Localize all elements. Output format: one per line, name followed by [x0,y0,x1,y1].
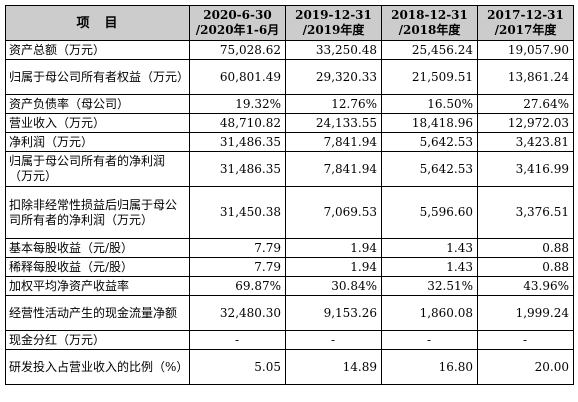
period-range: /2017年度 [494,23,557,37]
row-total-assets: 资产总额（万元） 75,028.62 33,250.48 25,456.24 1… [5,40,574,60]
cell-value: 5.05 [189,349,286,385]
period-date: 2020-6-30 [203,8,272,22]
row-revenue: 营业收入（万元） 48,710.82 24,133.55 18,418.96 1… [5,113,574,133]
row-label: 资产总额（万元） [5,40,190,60]
cell-value: 29,320.33 [285,59,382,95]
period-header-2018: 2018-12-31 /2018年度 [381,5,478,41]
period-header-2020h1: 2020-6-30 /2020年1-6月 [189,5,286,41]
cell-value: 7,841.94 [285,151,382,187]
cell-value: 13,861.24 [477,59,574,95]
row-rd-ratio: 研发投入占营业收入的比例（%） 5.05 14.89 16.80 20.00 [5,349,574,385]
cell-value: 27.64% [477,94,574,114]
cell-value: 48,710.82 [189,113,286,133]
row-diluted-eps: 稀释每股收益（元/股） 7.79 1.94 1.43 0.88 [5,257,574,277]
row-label: 基本每股收益（元/股） [5,238,190,258]
cell-value: 19,057.90 [477,40,574,60]
period-range: /2018年度 [398,23,461,37]
cell-value: 43.96% [477,276,574,296]
cell-value: - [189,330,286,350]
row-weighted-roe: 加权平均净资产收益率 69.87% 30.84% 32.51% 43.96% [5,276,574,296]
cell-value: 1.43 [381,238,478,258]
cell-value: 12.76% [285,94,382,114]
cell-value: 5,642.53 [381,151,478,187]
cell-value: 75,028.62 [189,40,286,60]
financial-indicators-table: 项 目 2020-6-30 /2020年1-6月 2019-12-31 /201… [5,5,574,385]
row-adjusted-net-profit: 扣除非经常性损益后归属于母公司所有者的净利润（万元） 31,450.38 7,0… [5,186,574,239]
cell-value: 19.32% [189,94,286,114]
cell-value: 7.79 [189,257,286,277]
cell-value: 24,133.55 [285,113,382,133]
row-label: 稀释每股收益（元/股） [5,257,190,277]
cell-value: 31,486.35 [189,151,286,187]
cell-value: 1.43 [381,257,478,277]
cell-value: 3,423.81 [477,132,574,152]
cell-value: 1,860.08 [381,295,478,331]
row-cash-dividend: 现金分红（万元） - - - - [5,330,574,350]
cell-value: 16.50% [381,94,478,114]
cell-value: 30.84% [285,276,382,296]
cell-value: 7.79 [189,238,286,258]
period-header-2017: 2017-12-31 /2017年度 [477,5,574,41]
cell-value: 12,972.03 [477,113,574,133]
row-label: 经营性活动产生的现金流量净额 [5,295,190,331]
cell-value: 1.94 [285,238,382,258]
item-column-header: 项 目 [5,5,190,41]
cell-value: 14.89 [285,349,382,385]
row-label: 扣除非经常性损益后归属于母公司所有者的净利润（万元） [5,186,190,239]
row-parent-equity: 归属于母公司所有者权益（万元） 60,801.49 29,320.33 21,5… [5,59,574,95]
cell-value: - [381,330,478,350]
period-date: 2019-12-31 [295,8,372,22]
row-parent-net-profit: 归属于母公司所有者的净利润（万元） 31,486.35 7,841.94 5,6… [5,151,574,187]
cell-value: 25,456.24 [381,40,478,60]
cell-value: 18,418.96 [381,113,478,133]
row-label: 归属于母公司所有者的净利润（万元） [5,151,190,187]
cell-value: 32.51% [381,276,478,296]
cell-value: 31,486.35 [189,132,286,152]
row-label: 净利润（万元） [5,132,190,152]
period-date: 2018-12-31 [391,8,468,22]
cell-value: 69.87% [189,276,286,296]
row-basic-eps: 基本每股收益（元/股） 7.79 1.94 1.43 0.88 [5,238,574,258]
period-range: /2019年度 [302,23,365,37]
row-label: 营业收入（万元） [5,113,190,133]
cell-value: 7,841.94 [285,132,382,152]
row-label: 归属于母公司所有者权益（万元） [5,59,190,95]
cell-value: 9,153.26 [285,295,382,331]
row-net-profit: 净利润（万元） 31,486.35 7,841.94 5,642.53 3,42… [5,132,574,152]
cell-value: 3,376.51 [477,186,574,239]
cell-value: 32,480.30 [189,295,286,331]
row-label: 研发投入占营业收入的比例（%） [5,349,190,385]
period-range: /2020年1-6月 [195,23,280,37]
cell-value: 5,596.60 [381,186,478,239]
period-date: 2017-12-31 [487,8,564,22]
row-label: 加权平均净资产收益率 [5,276,190,296]
cell-value: 20.00 [477,349,574,385]
row-label: 现金分红（万元） [5,330,190,350]
cell-value: 3,416.99 [477,151,574,187]
row-label: 资产负债率（母公司） [5,94,190,114]
cell-value: - [285,330,382,350]
cell-value: 7,069.53 [285,186,382,239]
cell-value: 1,999.24 [477,295,574,331]
cell-value: 0.88 [477,257,574,277]
period-header-2019: 2019-12-31 /2019年度 [285,5,382,41]
cell-value: 21,509.51 [381,59,478,95]
row-debt-ratio: 资产负债率（母公司） 19.32% 12.76% 16.50% 27.64% [5,94,574,114]
row-operating-cash-flow: 经营性活动产生的现金流量净额 32,480.30 9,153.26 1,860.… [5,295,574,331]
cell-value: 60,801.49 [189,59,286,95]
cell-value: 1.94 [285,257,382,277]
cell-value: 31,450.38 [189,186,286,239]
cell-value: 33,250.48 [285,40,382,60]
cell-value: 5,642.53 [381,132,478,152]
cell-value: 0.88 [477,238,574,258]
cell-value: - [477,330,574,350]
table-header-row: 项 目 2020-6-30 /2020年1-6月 2019-12-31 /201… [5,5,574,41]
cell-value: 16.80 [381,349,478,385]
